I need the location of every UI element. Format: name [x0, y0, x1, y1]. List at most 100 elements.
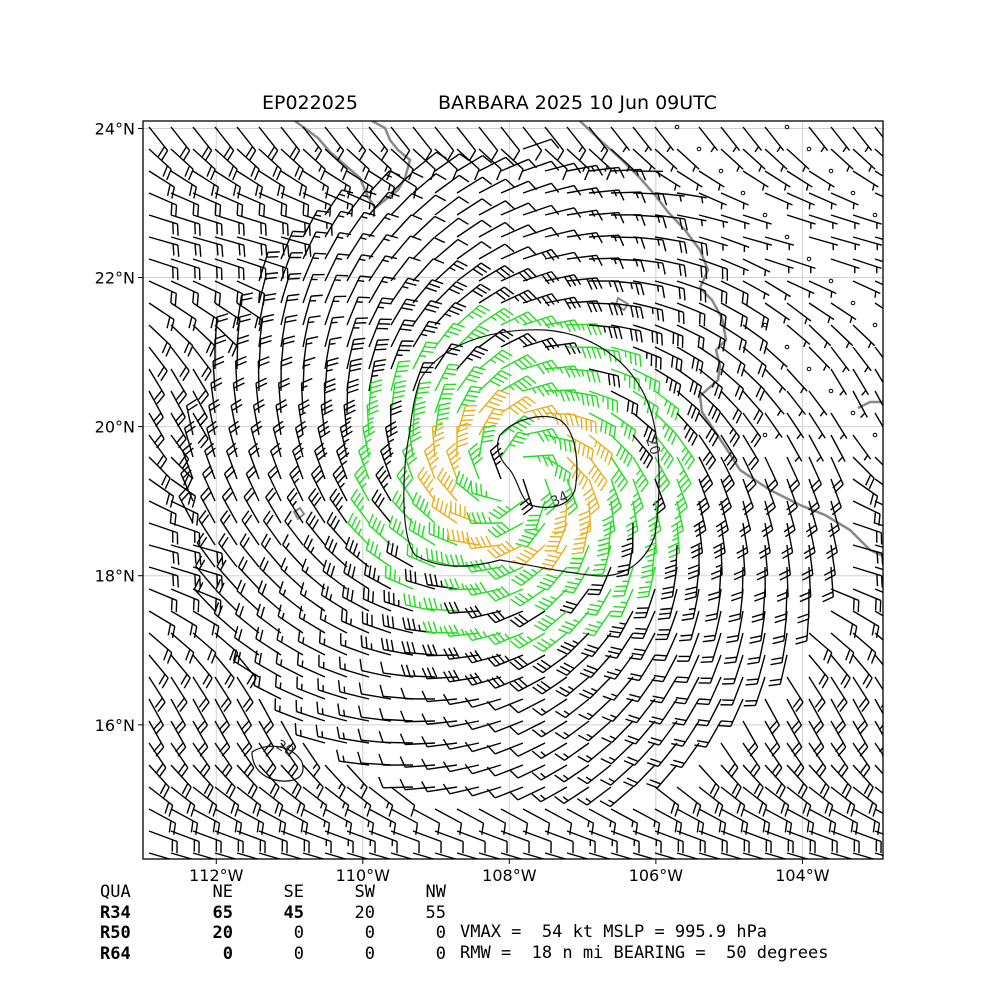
wind-barb	[214, 148, 238, 181]
barb-half-feather	[433, 443, 441, 448]
barb-feather	[256, 382, 268, 389]
wind-barb	[390, 171, 424, 194]
barb-feather	[500, 585, 510, 596]
barb-staff	[874, 192, 883, 198]
barb-feather	[188, 652, 195, 664]
wind-barb	[258, 852, 283, 859]
barb-feather	[784, 820, 788, 833]
wind-barb	[324, 274, 349, 304]
wind-barb	[705, 588, 722, 622]
barb-half-feather	[540, 708, 547, 714]
barb-feather	[232, 168, 238, 181]
barb-feather	[422, 474, 431, 486]
barb-staff	[192, 676, 210, 703]
wind-barb	[148, 852, 173, 859]
barb-feather	[301, 558, 307, 570]
barb-staff	[544, 126, 565, 151]
barb-feather	[215, 186, 220, 199]
barb-feather	[207, 786, 214, 798]
barb-feather	[766, 479, 777, 489]
barb-feather	[609, 615, 622, 618]
barb-feather	[510, 598, 521, 607]
wind-barb	[852, 764, 874, 798]
wind-barb	[456, 126, 477, 161]
wind-barb	[295, 699, 326, 722]
wind-barb	[280, 293, 300, 326]
barb-feather	[190, 805, 196, 817]
wind-barb	[456, 283, 491, 304]
barb-staff	[874, 170, 883, 177]
wind-barb	[874, 588, 883, 594]
wind-barb	[299, 582, 326, 612]
barb-feather	[509, 619, 521, 628]
barb-feather	[581, 346, 587, 359]
wind-barb	[579, 676, 612, 700]
wind-barb	[390, 360, 411, 392]
barb-feather	[586, 301, 593, 313]
barb-feather	[616, 445, 623, 457]
barb-feather	[278, 581, 284, 593]
barb-feather	[650, 758, 662, 764]
wind-barb	[774, 588, 788, 624]
wind-barb	[302, 126, 323, 161]
barb-half-feather	[321, 184, 325, 191]
wind-barb	[443, 601, 480, 614]
barb-feather	[461, 530, 465, 543]
barb-feather	[498, 352, 509, 360]
barb-feather	[872, 820, 876, 833]
barb-feather	[262, 313, 275, 318]
barb-feather	[177, 763, 186, 774]
barb-feather	[404, 319, 417, 323]
radii-value: 0	[222, 943, 233, 964]
wind-barb	[280, 148, 304, 181]
barb-feather	[221, 487, 231, 498]
barb-feather	[725, 292, 728, 305]
barb-feather	[454, 578, 460, 590]
barb-feather	[161, 677, 169, 689]
wind-barb	[178, 487, 194, 524]
barb-feather	[772, 640, 785, 645]
barb-feather	[243, 245, 246, 257]
barb-staff	[500, 808, 528, 824]
barb-feather	[514, 575, 526, 583]
barb-staff	[214, 676, 232, 703]
barb-feather	[204, 150, 213, 161]
barb-feather	[746, 678, 759, 681]
wind-barb	[390, 340, 414, 370]
wind-barb	[566, 254, 603, 266]
wind-barb	[778, 544, 791, 581]
barb-feather	[456, 427, 469, 433]
wind-barb	[421, 736, 458, 748]
barb-feather	[493, 376, 505, 384]
barb-feather	[691, 434, 698, 446]
barb-feather	[725, 656, 737, 660]
barb-feather	[172, 574, 175, 587]
wind-barb	[252, 398, 265, 436]
barb-feather	[824, 574, 836, 581]
barb-staff	[808, 346, 831, 369]
barb-staff	[215, 589, 238, 612]
barb-feather	[342, 168, 348, 181]
barb-feather	[797, 783, 805, 795]
wind-barb	[337, 703, 370, 722]
barb-feather	[579, 692, 591, 700]
wind-barb	[280, 830, 310, 854]
barb-feather	[486, 788, 496, 799]
wind-barb	[258, 698, 275, 735]
wind-barb	[600, 742, 634, 765]
barb-staff	[742, 412, 762, 438]
barb-feather	[465, 404, 478, 407]
barb-feather	[402, 617, 406, 630]
barb-feather	[239, 318, 251, 323]
barb-feather	[213, 602, 220, 614]
barb-feather	[298, 184, 303, 196]
wind-barb	[464, 763, 502, 775]
wind-barb	[786, 214, 816, 229]
barb-feather	[290, 235, 303, 238]
barb-feather	[200, 438, 209, 449]
barb-feather	[348, 539, 355, 552]
barb-feather	[393, 569, 396, 582]
barb-feather	[386, 234, 399, 239]
wind-barb	[412, 173, 447, 194]
barb-feather	[248, 442, 259, 452]
